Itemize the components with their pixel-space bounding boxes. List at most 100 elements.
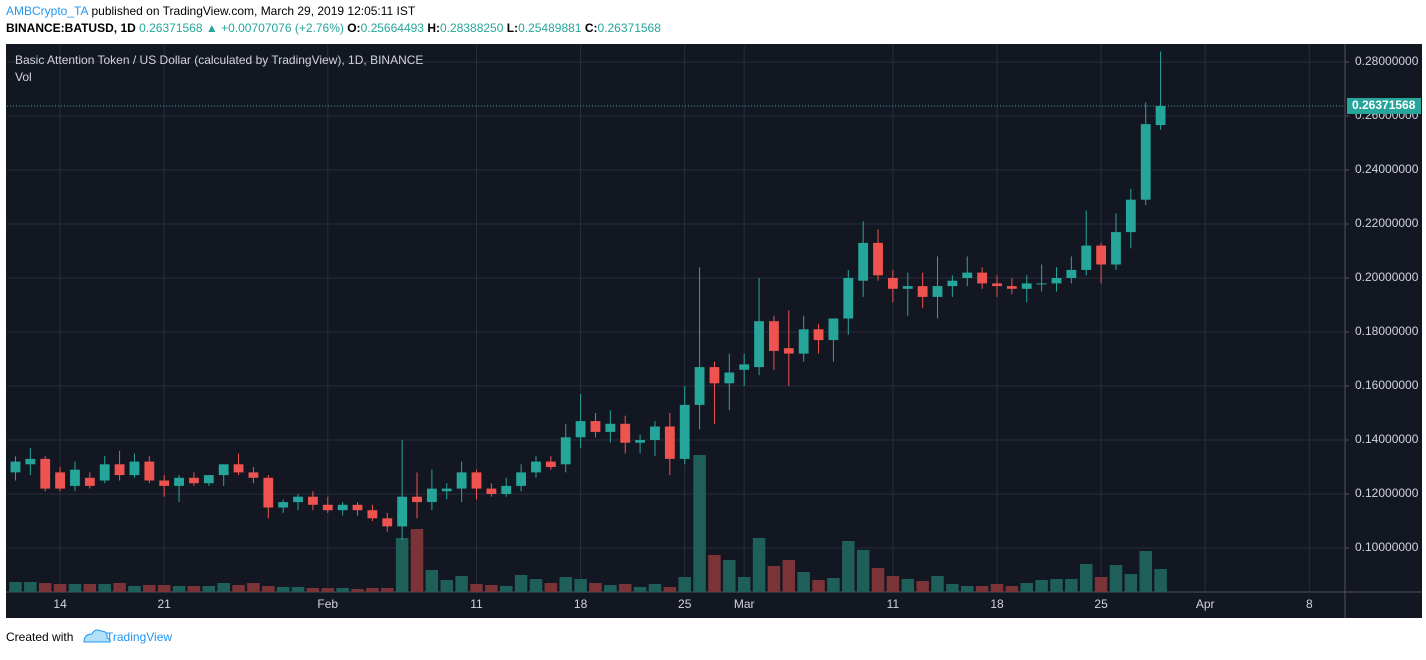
volume-bar <box>499 586 513 592</box>
volume-bar <box>797 572 810 592</box>
y-tick-label: 0.28000000 <box>1355 54 1419 68</box>
volume-bar <box>559 577 572 592</box>
volume-bar <box>1124 574 1138 592</box>
volume-bar <box>827 578 840 592</box>
volume-bar <box>544 583 558 592</box>
footer-brand[interactable]: TradingView <box>106 630 172 644</box>
x-tick-label: 21 <box>158 597 172 611</box>
volume-bar <box>693 455 706 592</box>
volume-bar <box>381 588 394 592</box>
volume-bar <box>1079 564 1093 592</box>
candle-body <box>575 421 586 438</box>
volume-bar <box>395 538 409 592</box>
volume-bar <box>306 588 320 592</box>
volume-bar <box>321 588 335 592</box>
candle-body <box>441 488 452 492</box>
candle-body <box>1081 245 1092 270</box>
candle-body <box>84 477 95 486</box>
c-label: C: <box>585 21 598 35</box>
candle-body <box>560 437 571 465</box>
published: published on TradingView.com, March 29, … <box>91 4 415 18</box>
candle-body <box>174 477 184 486</box>
x-tick-label: Apr <box>1196 597 1215 611</box>
volume-bar <box>990 584 1004 592</box>
volume-bar <box>336 588 349 592</box>
volume-bar <box>440 580 453 592</box>
candle-body <box>932 286 943 297</box>
volume-bar <box>871 568 885 592</box>
candle-body <box>679 404 690 459</box>
volume-bar <box>1065 579 1078 592</box>
candle-body <box>1111 232 1121 265</box>
candle-body <box>917 286 928 297</box>
candle-body <box>70 469 80 486</box>
candle-body <box>620 423 631 443</box>
volume-bar <box>708 555 721 592</box>
candle-body <box>650 426 660 440</box>
volume-bar <box>767 566 781 592</box>
footer-created: Created with <box>6 630 73 644</box>
y-tick-label: 0.14000000 <box>1355 432 1419 446</box>
x-tick-label: 18 <box>574 597 588 611</box>
candle-body <box>233 464 244 473</box>
candle-body <box>412 496 422 503</box>
volume-bar <box>470 584 483 592</box>
h-value: 0.28388250 <box>440 21 504 35</box>
candle-body <box>843 278 854 319</box>
volume-bar <box>618 584 632 592</box>
brand-logo <box>83 629 111 643</box>
x-tick-label: 18 <box>990 597 1004 611</box>
candle-body <box>992 283 1002 287</box>
candle-body <box>709 367 720 384</box>
volume-bar <box>276 587 290 592</box>
volume-bar <box>663 587 677 592</box>
candle-body <box>189 477 199 484</box>
volume-bar <box>1050 579 1063 592</box>
volume-bar <box>1005 586 1019 592</box>
candle-body <box>754 321 764 368</box>
candle-body <box>902 286 913 289</box>
volume-bar <box>574 579 587 592</box>
candle-body <box>10 461 21 473</box>
candle-body <box>858 242 869 281</box>
volume-bar <box>886 576 900 592</box>
volume-bar <box>217 583 230 592</box>
volume-bar <box>68 584 82 592</box>
candle-body <box>694 367 705 405</box>
candle-body <box>382 518 393 527</box>
candle-body <box>605 423 616 432</box>
candle-body <box>99 464 110 481</box>
candle-body <box>471 472 482 489</box>
volume-bar <box>737 577 751 592</box>
candle-body <box>248 472 259 478</box>
volume-bar <box>752 538 766 592</box>
candle-body <box>501 485 512 494</box>
candle-body <box>1140 124 1151 200</box>
header-line-2: BINANCE:BATUSD, 1D 0.26371568 ▲ +0.00707… <box>6 21 661 35</box>
y-tick-label: 0.20000000 <box>1355 270 1419 284</box>
volume-bar <box>648 584 662 592</box>
candle-body <box>55 472 65 489</box>
volume-bar <box>1154 569 1167 592</box>
candle-body <box>1125 199 1136 233</box>
candle-body <box>947 280 958 287</box>
volume-bar <box>262 586 275 592</box>
candle-body <box>456 472 467 489</box>
volume-bar <box>589 583 602 592</box>
volume-bar <box>366 588 379 592</box>
volume-label: Vol <box>15 70 32 84</box>
o-label: O: <box>347 21 360 35</box>
volume-bar <box>604 585 617 592</box>
candle-body <box>159 480 170 486</box>
volume-bar <box>961 586 974 592</box>
volume-bar <box>232 585 245 592</box>
candle-body <box>293 496 303 503</box>
candle-body <box>322 504 333 511</box>
author[interactable]: AMBCrypto_TA <box>6 4 88 18</box>
candle-body <box>724 372 735 384</box>
volume-bar <box>24 582 37 592</box>
candle-body <box>887 278 898 289</box>
candle-body <box>426 488 437 503</box>
volume-bar <box>1094 577 1108 592</box>
l-value: 0.25489881 <box>518 21 582 35</box>
